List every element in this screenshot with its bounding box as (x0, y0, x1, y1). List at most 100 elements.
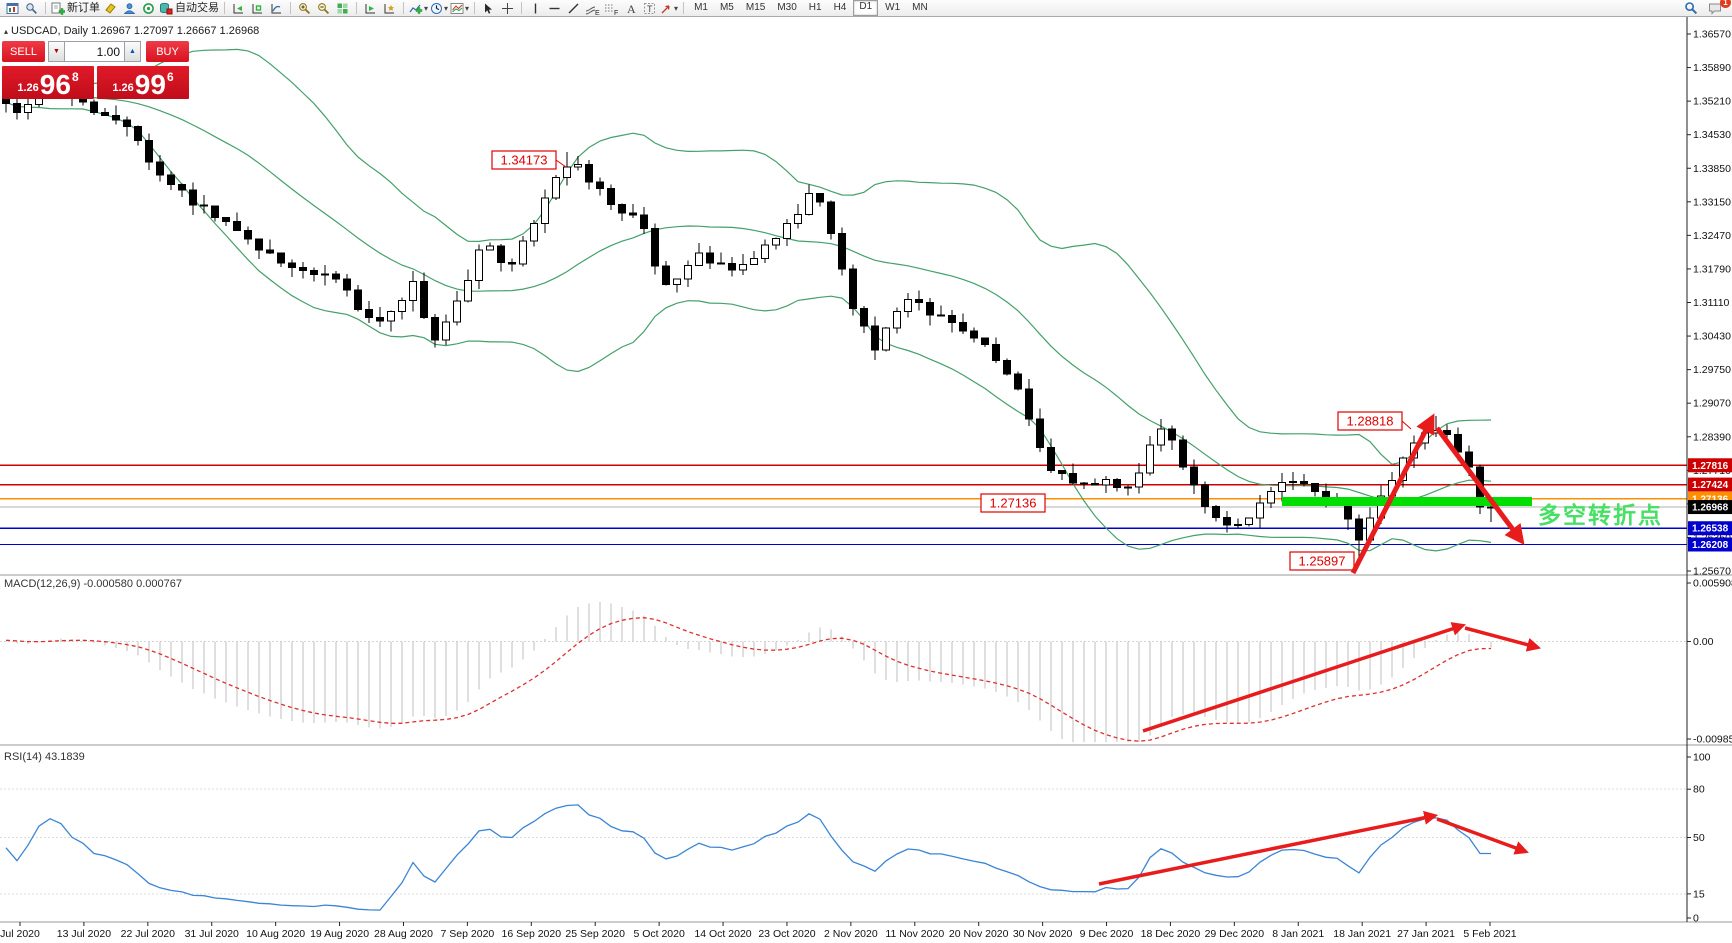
timeframe-button-H1[interactable]: H1 (808, 2, 822, 13)
new-chart-icon[interactable] (3, 1, 22, 16)
svg-text:10 Aug 2020: 10 Aug 2020 (246, 928, 305, 940)
macd-pane (0, 601, 1687, 742)
volume-increase-button[interactable]: ▲ (125, 41, 141, 62)
sell-quote[interactable]: 1.26 96 8 (2, 66, 94, 99)
chart-ohlc-title: ▴ USDCAD, Daily 1.26967 1.27097 1.26667 1… (4, 25, 260, 37)
main-toolbar: 新订单 自动交易 ▾ ▾ ▾ E F A T ▾ (0, 0, 1732, 17)
svg-text:Jul 2020: Jul 2020 (0, 928, 40, 940)
svg-text:29 Dec 2020: 29 Dec 2020 (1205, 928, 1265, 940)
chart-type-icon[interactable] (267, 1, 286, 16)
price-tag-box (980, 493, 1046, 513)
toolbar-separator (683, 2, 685, 14)
timeframe-button-M30[interactable]: M30 (777, 2, 797, 13)
periods-clock-icon[interactable]: ▾ (429, 1, 449, 16)
svg-text:1.28390: 1.28390 (1693, 431, 1731, 443)
svg-text:23 Oct 2020: 23 Oct 2020 (758, 928, 815, 940)
svg-text:18 Jan 2021: 18 Jan 2021 (1333, 928, 1391, 940)
buy-quote[interactable]: 1.26 99 6 (97, 66, 189, 99)
timeframe-button-M1[interactable]: M1 (694, 2, 708, 13)
profile-icon[interactable] (120, 1, 139, 16)
new-order-button[interactable]: 新订单 (50, 1, 101, 16)
svg-text:1.35210: 1.35210 (1693, 96, 1731, 108)
notifications-icon[interactable]: 1 (1706, 0, 1731, 16)
fibonacci-tool-icon[interactable]: F (602, 1, 621, 16)
buy-button[interactable]: BUY (146, 41, 189, 62)
arrange-windows-icon[interactable] (361, 1, 380, 16)
trend-arrow (1350, 413, 1435, 575)
svg-text:F: F (614, 10, 618, 15)
svg-text:1.27816: 1.27816 (1692, 461, 1729, 472)
svg-text:22 Jul 2020: 22 Jul 2020 (121, 928, 175, 940)
collapse-trade-panel-icon[interactable]: ▴ (4, 27, 9, 36)
svg-text:13 Jul 2020: 13 Jul 2020 (57, 928, 111, 940)
vertical-line-tool-icon[interactable] (526, 1, 545, 16)
timeframe-button-M5[interactable]: M5 (719, 2, 734, 13)
timeframe-button-H4[interactable]: H4 (833, 2, 847, 13)
styles-icon[interactable] (101, 1, 120, 16)
timeframe-toolbar: M1 M5 M15 M30 H1 H4 D1 W1 MN (688, 0, 934, 16)
svg-text:1.34530: 1.34530 (1693, 129, 1731, 141)
volume-input[interactable] (64, 41, 125, 62)
crosshair-tool-icon[interactable] (498, 1, 517, 16)
svg-text:2 Nov 2020: 2 Nov 2020 (824, 928, 878, 940)
price-tag-box (1337, 411, 1403, 431)
svg-text:1.31790: 1.31790 (1693, 263, 1731, 275)
svg-text:1.29070: 1.29070 (1693, 398, 1731, 410)
svg-text:19 Aug 2020: 19 Aug 2020 (310, 928, 369, 940)
svg-text:1.27136: 1.27136 (990, 496, 1037, 511)
volume-stepper: ▼ ▲ (48, 41, 141, 62)
trend-arrow (1142, 622, 1466, 733)
trend-arrow (1436, 817, 1529, 855)
trend-arrow (1098, 810, 1439, 886)
svg-text:80: 80 (1693, 784, 1705, 796)
svg-text:T: T (647, 4, 653, 14)
svg-text:28 Aug 2020: 28 Aug 2020 (374, 928, 433, 940)
svg-text:1.35890: 1.35890 (1693, 62, 1731, 74)
sell-button[interactable]: SELL (2, 41, 45, 62)
text-label-tool-icon[interactable]: T (640, 1, 659, 16)
search-icon[interactable] (1681, 1, 1700, 16)
autotrading-label: 自动交易 (175, 1, 219, 14)
svg-text:1.30430: 1.30430 (1693, 331, 1731, 343)
horizontal-line-tool-icon[interactable] (545, 1, 564, 16)
chart-shift-icon[interactable] (248, 1, 267, 16)
cursor-tool-icon[interactable] (479, 1, 498, 16)
channel-tool-icon[interactable]: E (583, 1, 602, 16)
svg-text:1.36570: 1.36570 (1693, 29, 1731, 41)
timeframe-button-MN[interactable]: MN (912, 2, 928, 13)
macd-label: MACD(12,26,9) -0.000580 0.000767 (4, 578, 182, 590)
timeframe-button-W1[interactable]: W1 (885, 2, 901, 13)
zoom-out-icon[interactable] (314, 1, 333, 16)
svg-text:100: 100 (1693, 752, 1711, 764)
timeframe-button-D1[interactable]: D1 (853, 0, 879, 16)
text-tool-icon[interactable]: A (621, 1, 640, 16)
data-window-icon[interactable] (22, 1, 41, 16)
add-indicator-icon[interactable]: ▾ (408, 1, 429, 16)
zoom-in-icon[interactable] (295, 1, 314, 16)
svg-text:5 Feb 2021: 5 Feb 2021 (1463, 928, 1516, 940)
svg-text:1.25897: 1.25897 (1299, 554, 1346, 569)
templates-icon[interactable]: ▾ (449, 1, 470, 16)
new-order-label: 新订单 (67, 1, 100, 14)
svg-text:27 Jan 2021: 27 Jan 2021 (1397, 928, 1455, 940)
svg-text:1.27424: 1.27424 (1692, 480, 1729, 491)
autoscroll-icon[interactable] (229, 1, 248, 16)
svg-text:11 Nov 2020: 11 Nov 2020 (885, 928, 944, 940)
svg-text:5 Oct 2020: 5 Oct 2020 (633, 928, 685, 940)
candles-layer (2, 75, 1495, 560)
autotrading-button[interactable]: 自动交易 (158, 1, 220, 16)
toolbar-separator (521, 2, 523, 14)
svg-text:7 Sep 2020: 7 Sep 2020 (441, 928, 495, 940)
arrows-tool-icon[interactable]: ▾ (659, 1, 679, 16)
trendline-tool-icon[interactable] (564, 1, 583, 16)
timeframe-button-M15[interactable]: M15 (745, 2, 766, 13)
cascade-windows-icon[interactable] (380, 1, 399, 16)
svg-text:1.29750: 1.29750 (1693, 364, 1731, 376)
toolbar-separator (356, 2, 357, 14)
svg-text:1.25670: 1.25670 (1693, 566, 1731, 578)
community-icon[interactable] (139, 1, 158, 16)
tile-windows-icon[interactable] (333, 1, 352, 16)
toolbar-separator (224, 2, 225, 14)
volume-decrease-button[interactable]: ▼ (48, 41, 64, 62)
